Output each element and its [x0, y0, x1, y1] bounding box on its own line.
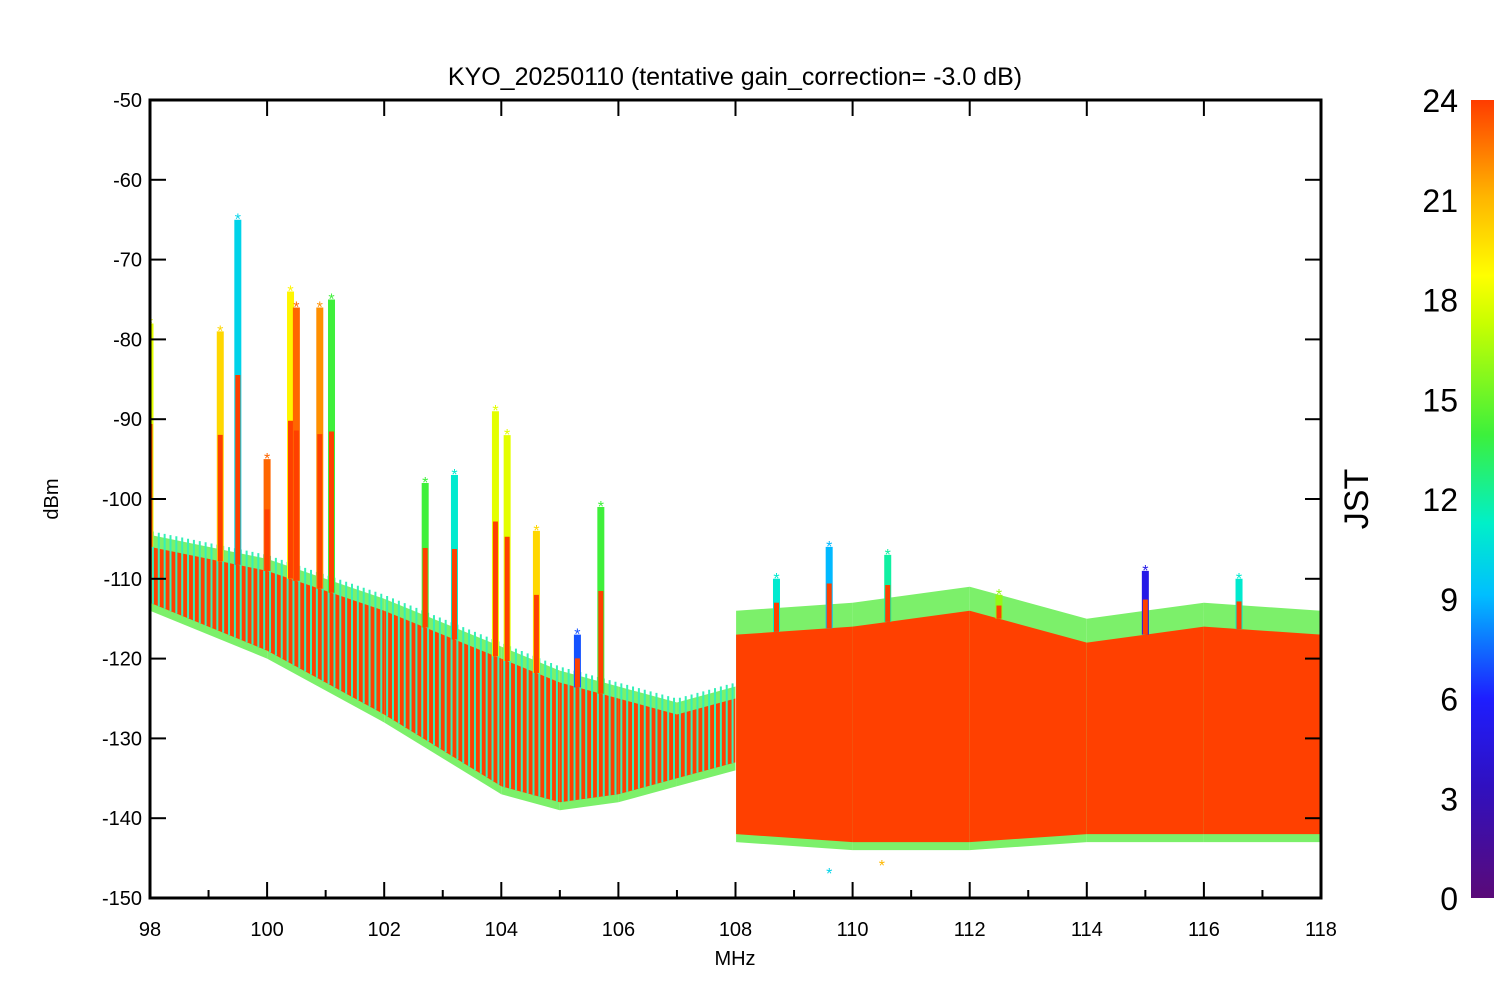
data-layer: * ***** * ** ******** *** ** *: [147, 212, 1321, 883]
y-tick-label: -130: [102, 728, 142, 750]
peak-marker: *: [147, 315, 153, 332]
x-tick-label: 112: [954, 919, 986, 941]
axes: 98 100 102 104 106 108 110 112 114 116 118 -50 -60 -7…: [102, 90, 1337, 941]
noise-band-core: [150, 546, 268, 651]
noise-band-core: [736, 626, 853, 843]
y-tick-label: -90: [113, 409, 142, 431]
x-axis-label: MHz: [714, 948, 755, 970]
peak-marker: *: [328, 292, 334, 309]
peak-marker: *: [235, 212, 241, 229]
y-tick-label: -110: [103, 569, 142, 591]
peak-marker: *: [422, 475, 428, 492]
noise-band-core: [1203, 626, 1321, 835]
x-tick-label: 118: [1305, 919, 1337, 941]
peak-marker: *: [574, 627, 580, 644]
x-tick-label: 114: [1071, 919, 1103, 941]
min-marker: *: [826, 866, 832, 883]
peak-marker: *: [287, 284, 293, 301]
x-tick-label: 100: [250, 919, 283, 941]
x-tick-label: 108: [719, 919, 752, 941]
peak-marker: *: [885, 547, 891, 564]
peak-marker: *: [451, 467, 457, 484]
peak-marker: *: [504, 427, 510, 444]
peak-marker: *: [826, 539, 832, 556]
x-tick-label: 104: [485, 919, 518, 941]
x-tick-label: 110: [837, 919, 869, 941]
y-tick-label: -50: [113, 90, 142, 112]
peak-marker: *: [217, 323, 223, 340]
peak-marker: *: [317, 299, 323, 316]
y-tick-label: -70: [113, 250, 142, 272]
peak-marker: *: [1142, 563, 1148, 580]
noise-band-core: [852, 610, 970, 843]
colorbar: [1471, 100, 1494, 898]
colorbar-tick-label: 15: [1422, 382, 1458, 418]
y-axis-label: dBm: [41, 478, 63, 519]
colorbar-tick-label: 21: [1422, 183, 1458, 219]
y-tick-label: -140: [102, 808, 142, 830]
colorbar-tick-label: 0: [1440, 881, 1458, 917]
colorbar-tick-label: 18: [1422, 283, 1458, 319]
peak-marker: *: [293, 299, 299, 316]
peak-marker: *: [1236, 571, 1242, 588]
y-tick-label: -60: [113, 170, 142, 192]
y-tick-label: -100: [102, 489, 142, 511]
noise-band-core: [1086, 626, 1204, 835]
peak-marker: *: [264, 451, 270, 468]
colorbar-tick-label: 12: [1422, 482, 1458, 518]
colorbar-label: JST: [1338, 469, 1376, 529]
channel-stripes: [151, 531, 734, 802]
noise-band-core: [384, 610, 502, 787]
noise-band-core: [969, 610, 1087, 843]
colorbar-tick-label: 24: [1422, 83, 1458, 119]
colorbar-ticks: 0 3 6 9 12 15 18 21 24: [1422, 83, 1458, 917]
min-markers: * *: [826, 858, 885, 883]
colorbar-tick-label: 9: [1440, 582, 1458, 618]
x-tick-label: 102: [368, 919, 401, 941]
x-tick-label: 106: [602, 919, 635, 941]
y-tick-label: -150: [102, 888, 142, 910]
peak-marker: *: [996, 587, 1002, 604]
y-tick-label: -80: [113, 329, 142, 351]
peak-marker: *: [598, 499, 604, 516]
noise-band-core: [267, 570, 385, 715]
x-tick-label: 116: [1188, 919, 1220, 941]
peak-marker: *: [533, 523, 539, 540]
peak-marker: *: [773, 571, 779, 588]
colorbar-tick-label: 6: [1440, 682, 1458, 718]
chart-title: KYO_20250110 (tentative gain_correction=…: [448, 63, 1022, 91]
peak-markers: * ***** * ** ******** *** *: [147, 212, 1243, 694]
x-tick-label: 98: [139, 919, 161, 941]
min-marker: *: [879, 858, 885, 875]
y-tick-label: -120: [102, 649, 142, 671]
colorbar-tick-label: 3: [1440, 781, 1458, 817]
peak-marker: *: [492, 403, 498, 420]
